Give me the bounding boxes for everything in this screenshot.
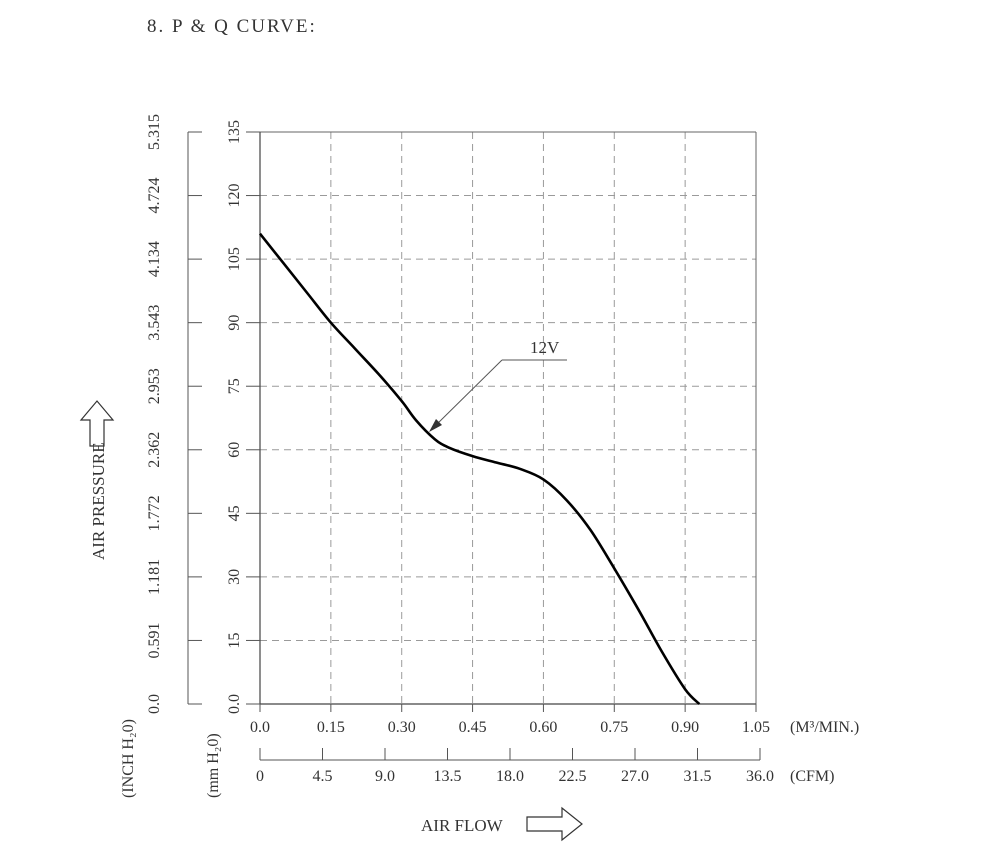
- x-tick-label-cfm: 13.5: [434, 768, 462, 785]
- x-tick-label-cfm: 18.0: [496, 768, 524, 785]
- x-tick-label-m3: 0.90: [671, 719, 699, 736]
- y-tick-label-mm: 45: [226, 505, 243, 521]
- y-tick-label-inch: 3.543: [146, 305, 163, 341]
- series-line-12v: [258, 232, 701, 705]
- y-tick-label-inch: 2.953: [146, 368, 163, 404]
- x-tick-label-cfm: 27.0: [621, 768, 649, 785]
- x-tick-label-m3: 0.15: [317, 719, 345, 736]
- y-tick-label-mm: 75: [226, 378, 243, 394]
- y-tick-label-mm: 90: [226, 315, 243, 331]
- y-tick-label-inch: 1.772: [146, 495, 163, 531]
- y-tick-label-mm: 120: [226, 184, 243, 208]
- x-tick-label-cfm: 36.0: [746, 768, 774, 785]
- y-tick-label-inch: 2.362: [146, 432, 163, 468]
- y-tick-label-mm: 60: [226, 442, 243, 458]
- y-tick-label-mm: 135: [226, 120, 243, 144]
- y-tick-label-inch: 5.315: [146, 114, 163, 150]
- x-tick-label-cfm: 4.5: [313, 768, 333, 785]
- y-tick-label-inch: 0.0: [146, 694, 163, 714]
- x-tick-label-m3: 0.45: [459, 719, 487, 736]
- annotation-arrowhead: [429, 419, 442, 432]
- y-axis-title: AIR PRESSURE: [89, 442, 108, 560]
- air-flow-arrow-icon: [526, 806, 583, 842]
- x-tick-label-cfm: 31.5: [684, 768, 712, 785]
- y-tick-label-inch: 4.724: [146, 178, 163, 214]
- series-label-12v: 12V: [530, 338, 560, 357]
- y-tick-label-mm: 30: [226, 569, 243, 585]
- ticks-layer: 0.0 0.15 0.30 0.45 0.60 0.75 0.90 1.05 0 4.5 9.0 13…: [146, 114, 774, 785]
- grid-layer: [260, 132, 756, 704]
- x-tick-label-m3: 0.75: [600, 719, 628, 736]
- x-tick-label-m3: 0.0: [250, 719, 270, 736]
- series-label-annotation: 12V: [429, 338, 567, 432]
- y-tick-label-mm: 15: [226, 632, 243, 648]
- air-pressure-arrow-icon: [79, 400, 115, 447]
- x-axis-title: AIR FLOW: [421, 816, 504, 835]
- y-tick-label-inch: 4.134: [146, 241, 163, 277]
- y-tick-label-mm: 105: [226, 247, 243, 271]
- x-unit-m3-label: (M³/MIN.): [790, 719, 859, 736]
- x-tick-label-cfm: 22.5: [559, 768, 587, 785]
- annotation-leader-line: [432, 359, 503, 429]
- x-tick-label-cfm: 0: [256, 768, 264, 785]
- x-tick-label-cfm: 9.0: [375, 768, 395, 785]
- y-tick-label-mm: 0.0: [226, 694, 243, 714]
- document-title: 8. P & Q CURVE:: [147, 16, 317, 37]
- x-tick-label-m3: 0.30: [388, 719, 416, 736]
- x-tick-label-m3: 0.60: [529, 719, 557, 736]
- axes-layer: [187, 131, 761, 761]
- x-unit-cfm-label: (CFM): [790, 768, 834, 785]
- y-unit-inch-label: (INCH H₂0): [120, 719, 137, 798]
- x-tick-label-m3: 1.05: [742, 719, 770, 736]
- y-tick-label-inch: 0.591: [146, 622, 163, 658]
- y-unit-mm-label: (mm H₂0): [205, 733, 222, 798]
- y-tick-label-inch: 1.181: [146, 559, 163, 595]
